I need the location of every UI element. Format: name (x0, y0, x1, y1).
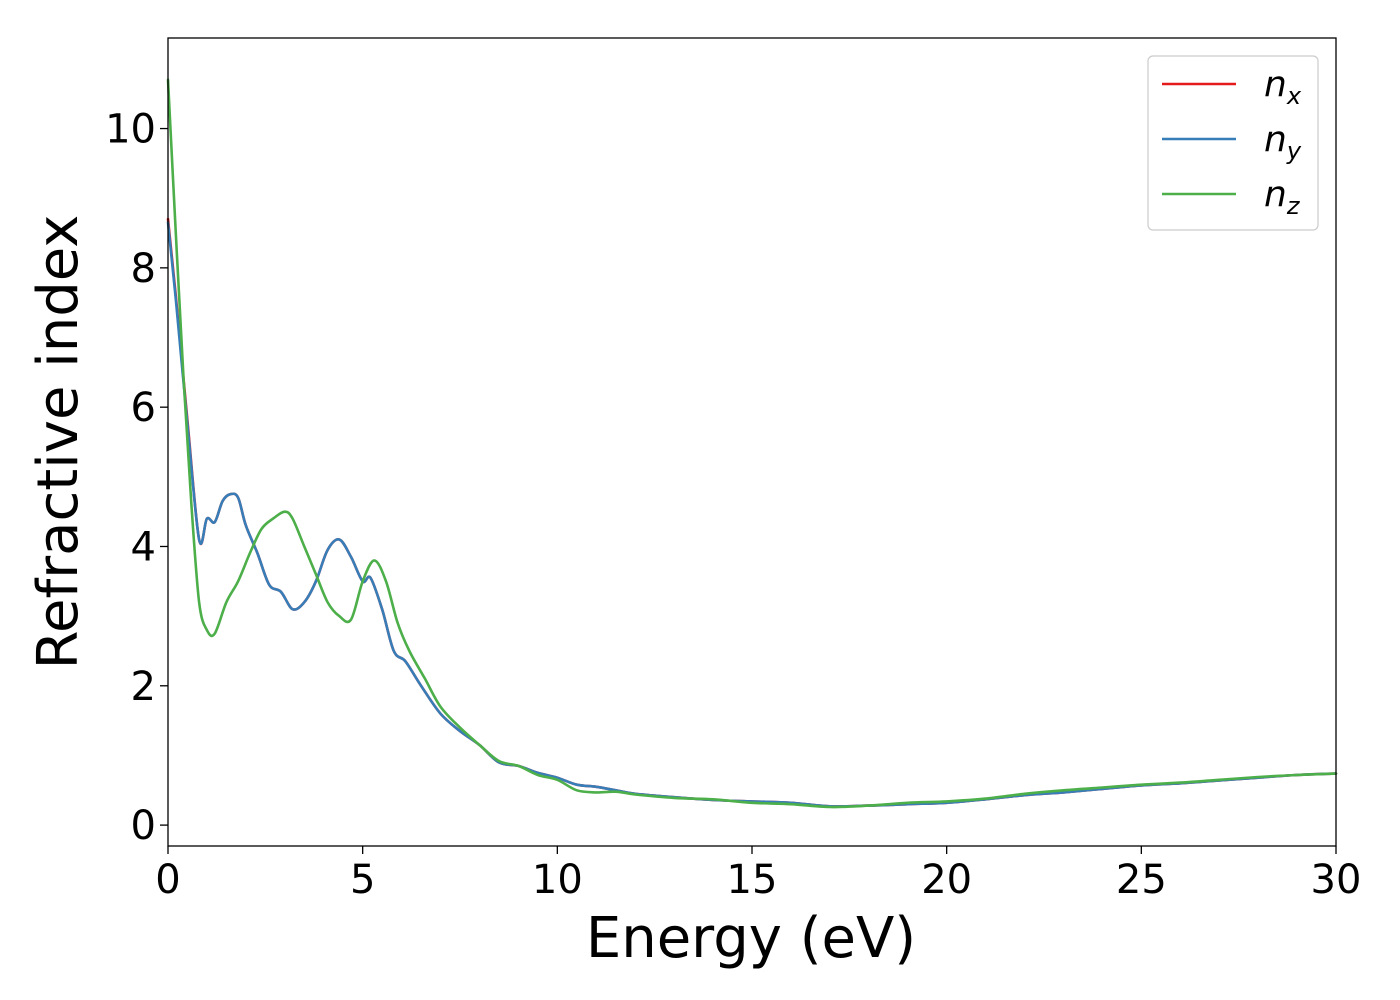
y-tick-label: 10 (105, 107, 156, 153)
x-tick-label: 25 (1116, 857, 1167, 903)
y-tick-label: 0 (131, 803, 156, 849)
x-tick-label: 5 (350, 857, 375, 903)
y-tick-label: 4 (131, 524, 156, 570)
y-tick-label: 8 (131, 246, 156, 292)
y-axis-label: Refractive index (26, 215, 91, 670)
x-axis: 0 5 10 15 20 25 30 (155, 846, 1361, 903)
series-line-nz (166, 78, 1338, 809)
y-tick-label: 6 (131, 385, 156, 431)
y-axis: 0 2 4 6 8 10 (105, 107, 168, 849)
x-tick-label: 20 (921, 857, 972, 903)
y-tick-label: 2 (131, 664, 156, 710)
x-axis-label: Energy (eV) (586, 906, 916, 971)
x-tick-label: 30 (1311, 857, 1362, 903)
series-layer (166, 78, 1338, 809)
x-tick-label: 10 (532, 857, 583, 903)
x-tick-label: 0 (155, 857, 180, 903)
x-tick-label: 15 (727, 857, 778, 903)
legend-box (1147, 55, 1319, 231)
